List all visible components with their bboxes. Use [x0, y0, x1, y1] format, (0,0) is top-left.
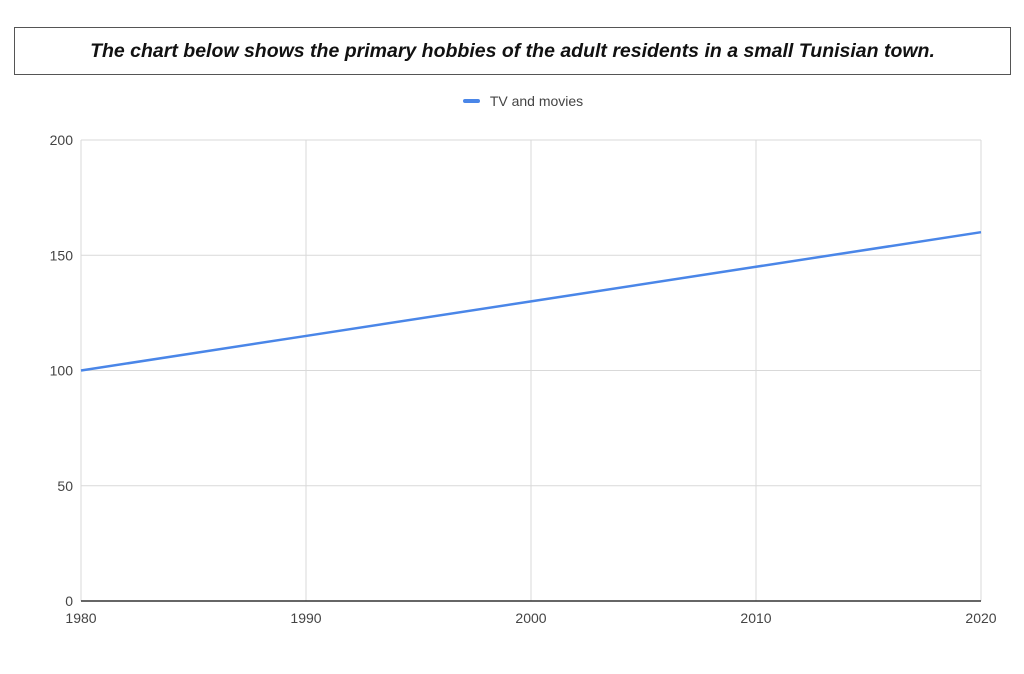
y-tick-label: 150: [50, 247, 74, 263]
x-tick-label: 2000: [515, 610, 546, 626]
legend-swatch-icon: [462, 99, 480, 103]
x-tick-label: 1980: [65, 610, 96, 626]
y-tick-label: 0: [65, 593, 73, 609]
chart-title: The chart below shows the primary hobbie…: [90, 39, 935, 62]
chart-title-box: The chart below shows the primary hobbie…: [14, 27, 1011, 75]
series-lines: [80, 230, 982, 372]
x-tick-label: 2020: [965, 610, 996, 626]
y-tick-label: 50: [57, 478, 73, 494]
legend-label: TV and movies: [489, 93, 584, 109]
x-tick-label: 1990: [290, 610, 321, 626]
y-tick-label: 200: [50, 132, 74, 148]
y-tick-label: 100: [50, 363, 74, 379]
x-tick-label: 2010: [740, 610, 771, 626]
tick-labels: 0 50 100 150 200 1980 1990 2000 2010 2020: [50, 132, 997, 626]
gridlines: [80, 139, 982, 602]
legend: TV and movies: [0, 93, 1024, 109]
